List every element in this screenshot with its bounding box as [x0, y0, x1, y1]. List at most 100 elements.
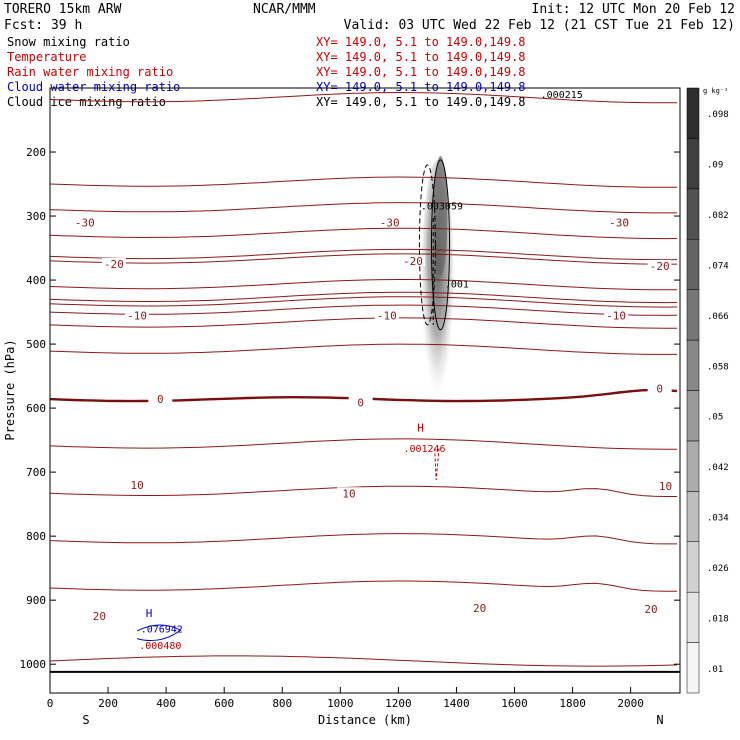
colorbar-swatch: [686, 642, 700, 694]
isotherm-line: [49, 248, 678, 261]
y-tick-label: 900: [26, 594, 46, 607]
y-tick-label: 1000: [20, 658, 47, 671]
isotherm-label: 10: [130, 479, 143, 492]
colorbar-label: .01: [707, 665, 723, 675]
isotherm-label-bg: [374, 309, 399, 321]
isotherm-label: 10: [342, 487, 355, 500]
isotherm-line: [49, 227, 678, 240]
isotherms: [49, 91, 678, 667]
y-tick-label: 400: [26, 274, 46, 287]
plot-frame: [49, 87, 681, 694]
y-axis-label: Pressure (hPa): [3, 339, 17, 440]
isotherm-label: -10: [377, 309, 397, 322]
isotherm-label: -30: [609, 216, 629, 229]
y-tick-label: 200: [26, 146, 46, 159]
isotherm-label-bg: [101, 258, 126, 270]
colorbar-label: .042: [707, 463, 729, 473]
x-tick-label: 1600: [501, 697, 528, 710]
rain-max-label: .001246: [403, 444, 445, 455]
isotherm-line: [49, 91, 678, 104]
colorbar-swatch: [686, 541, 700, 593]
isotherm-label-bg: [337, 487, 362, 499]
colorbar-swatch: [686, 390, 700, 442]
rain-max-marker: H: [417, 421, 424, 434]
plot-labels: -30 -30 -30 -20 -20 -20 -10 -10 -10 0 0 0 10 10 10 20 20…: [72, 90, 678, 652]
isotherm-label: 0: [157, 393, 164, 406]
colorbar-swatch: [686, 138, 700, 190]
snow-contour: [430, 159, 450, 331]
field-name: Cloud water mixing ratio: [7, 80, 180, 94]
field-xy-range: XY= 149.0, 5.1 to 149.0,149.8: [316, 80, 526, 94]
cloud-ice-label: .001: [445, 280, 469, 291]
org-title: NCAR/MMM: [253, 2, 316, 17]
x-axis-label: Distance (km): [318, 713, 412, 727]
field-name: Snow mixing ratio: [7, 35, 130, 49]
isotherm-label-bg: [638, 603, 663, 615]
cloud-water-contours: [136, 624, 182, 641]
plot-area: -30 -30 -30 -20 -20 -20 -10 -10 -10 0 0 0 10 10 10 20 20…: [49, 87, 681, 694]
x-axis-left-end: S: [82, 713, 89, 727]
field-xy-range: XY= 149.0, 5.1 to 149.0,149.8: [316, 50, 526, 64]
colorbar-label: .058: [707, 362, 729, 372]
colorbar-label: .05: [707, 413, 723, 423]
isotherm-label: 0: [357, 396, 364, 409]
isotherm-line: [49, 533, 678, 545]
isotherm-line: [49, 279, 678, 291]
x-tick-label: 0: [47, 697, 54, 710]
colorbar-label: .074: [707, 261, 729, 271]
isotherm-line: [49, 485, 678, 497]
isotherm-label-bg: [125, 478, 150, 490]
y-tick-label: 300: [26, 210, 46, 223]
x-tick-label: 1400: [443, 697, 470, 710]
colorbar-swatch: [686, 289, 700, 341]
colorbar-swatch: [686, 440, 700, 492]
valid-time: Valid: 03 UTC Wed 22 Feb 12 (21 CST Tue …: [344, 18, 735, 33]
cloud-ice-contour: [418, 164, 436, 326]
y-tick-label: 700: [26, 466, 46, 479]
snow-shading-core: [433, 156, 448, 277]
isotherm-label-bg: [647, 259, 672, 271]
isotherm-label: -30: [75, 216, 95, 229]
field-name: Rain water mixing ratio: [7, 65, 173, 79]
isotherm-line: [49, 291, 678, 304]
isotherm-line: [49, 580, 678, 592]
snow-max-label: .003059: [421, 202, 463, 213]
isotherm-label: 20: [644, 603, 657, 616]
isotherm-line: [49, 343, 678, 355]
colorbar-label: .066: [707, 312, 729, 322]
field-name: Temperature: [7, 50, 86, 64]
isotherm-label: -10: [127, 309, 147, 322]
x-tick-label: 1800: [559, 697, 586, 710]
isotherm-label-bg: [604, 309, 629, 321]
colorbar-swatch: [686, 339, 700, 391]
rain-low-label: .000480: [139, 641, 181, 652]
x-tick-label: 400: [156, 697, 176, 710]
cloud-ice-contours: [418, 159, 450, 331]
isotherm-label-bg: [87, 610, 112, 622]
isotherm-label-bg: [148, 393, 173, 405]
isotherm-label-bg: [400, 254, 425, 266]
colorbar-label: .082: [707, 211, 729, 221]
isotherm-label-bg: [72, 216, 97, 228]
colorbar-units: g kg⁻¹: [703, 87, 728, 95]
isotherm-label: 20: [93, 610, 106, 623]
colorbar-swatch: [686, 188, 700, 240]
x-tick-label: 800: [272, 697, 292, 710]
isotherm-label-bg: [377, 216, 402, 228]
isotherm-line: [49, 438, 678, 450]
x-tick-label: 2000: [617, 697, 644, 710]
isotherm-line: [49, 304, 678, 316]
isotherm-label-bg: [647, 382, 672, 394]
isotherm-label: 0: [656, 382, 663, 395]
isotherm-line: [49, 253, 678, 265]
colorbar-swatch: [686, 591, 700, 643]
y-tick-label: 600: [26, 402, 46, 415]
isotherm-line: [49, 202, 678, 214]
isotherm-label-bg: [653, 480, 678, 492]
isotherm-label: -20: [650, 260, 670, 273]
isotherm-label-bg: [607, 216, 632, 228]
cloud-water-contour: [136, 624, 182, 641]
x-tick-label: 1200: [385, 697, 412, 710]
x-axis: 0 200 400 600 800 1000 1200 1400 1600 1800 2000: [47, 687, 644, 710]
